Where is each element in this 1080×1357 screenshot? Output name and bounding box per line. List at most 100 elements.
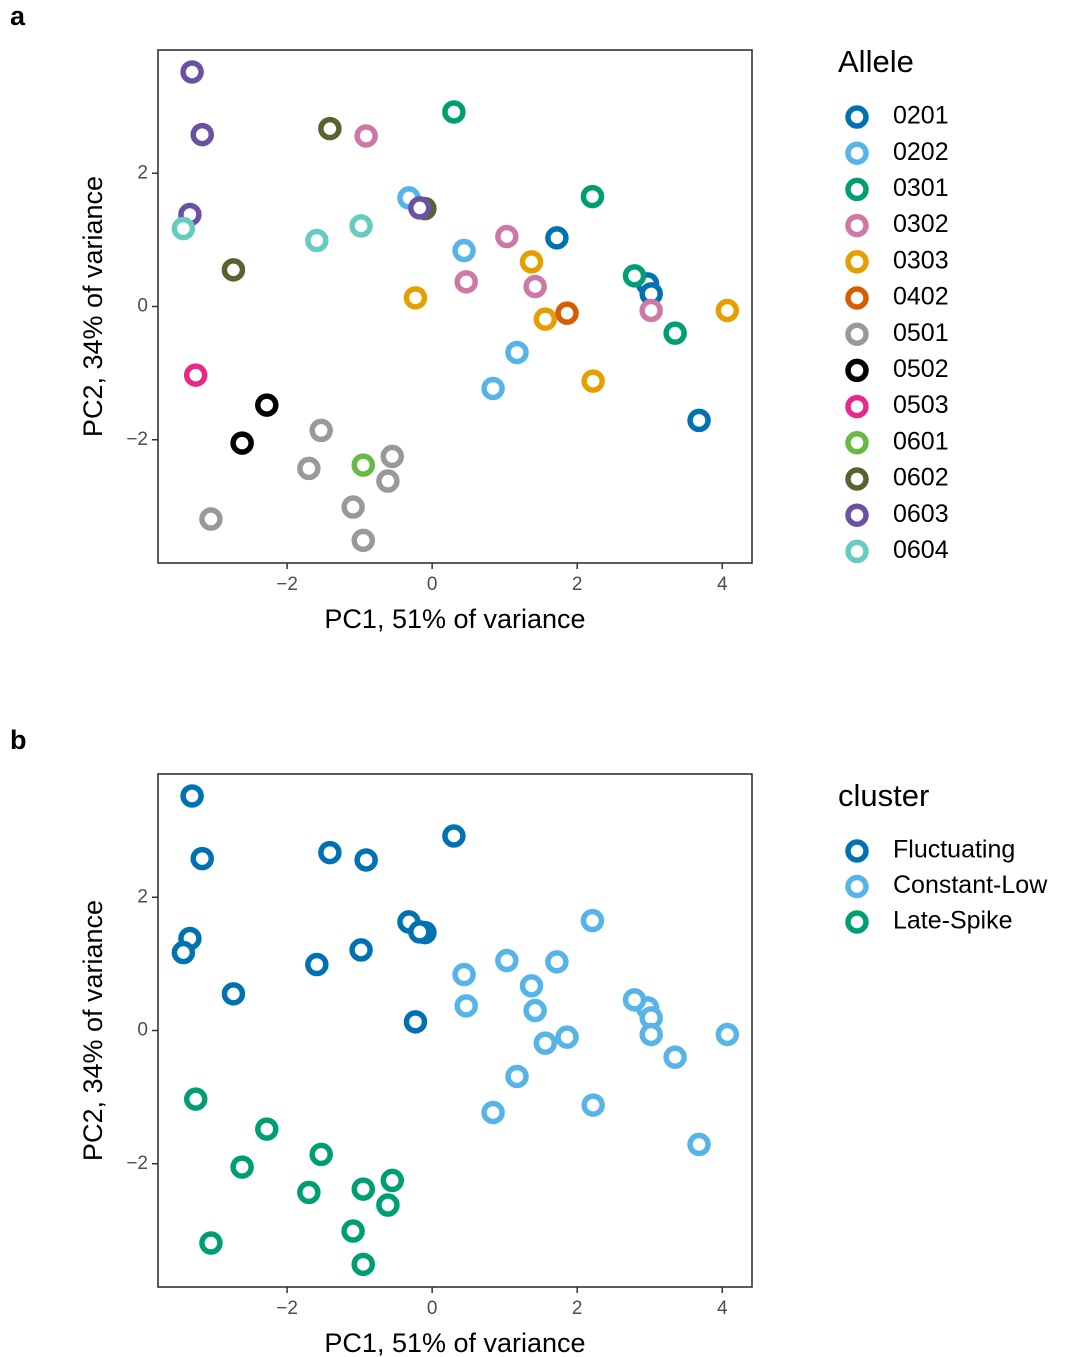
legend-marker [845,874,869,899]
panel-label: b [10,725,27,755]
legend-label: 0603 [893,500,949,528]
point [351,1252,376,1277]
plot-frame [157,773,753,1288]
legend-label: 0601 [893,427,949,455]
y-axis-label: PC2, 34% of variance [78,900,108,1161]
point [351,453,376,477]
legend-marker [845,105,869,129]
legend-label: 0202 [893,138,949,166]
point [715,1022,740,1047]
point [519,974,544,998]
point [309,1142,333,1167]
legend-title: Allele [838,44,914,79]
legend-label: Fluctuating [893,836,1015,864]
legend-marker [845,141,869,165]
point [305,228,329,253]
point [354,124,378,148]
point [171,940,196,965]
point [351,528,376,553]
point [354,848,378,872]
point [408,196,432,220]
point [297,1180,321,1205]
y-tick-label: 0 [137,296,148,317]
point [481,376,505,401]
legend-marker [845,539,869,564]
legend-label: 0502 [893,355,949,383]
point [639,298,663,323]
point [687,1132,711,1157]
x-tick-label: 2 [572,574,583,595]
point [555,1025,579,1049]
point [622,988,647,1012]
point [687,408,711,433]
legend-label: 0302 [893,210,949,238]
point [639,1022,663,1047]
legend-marker [845,213,869,238]
point [452,238,476,263]
legend-label: 0604 [893,536,949,564]
point [580,908,605,933]
point [230,431,254,455]
y-axis-label: PC2, 34% of variance [78,176,108,437]
point [183,363,208,387]
point [663,1045,687,1069]
point [581,369,605,393]
legend-marker [845,177,869,202]
legend-marker [845,431,869,455]
point [221,982,246,1006]
point [349,938,373,962]
point [581,1093,605,1117]
point [580,184,605,209]
legend-label: 0402 [893,283,949,311]
point [452,962,476,987]
panel: b −2 0 2 4 −2 0 2 PC1, 51% of variance PC2, 34% o… [10,725,1048,1357]
panel: a −2 0 2 4 −2 0 2 PC1, 51% of variance PC2, 34% o… [10,1,949,634]
point [376,1193,400,1217]
legend-label: 0503 [893,391,949,419]
point [663,321,687,345]
point [555,301,579,325]
point [255,1117,279,1141]
point [533,307,558,331]
plot-frame [157,49,753,564]
point [351,1177,376,1201]
x-tick-label: −2 [276,574,298,595]
point [341,495,365,519]
point [199,507,223,531]
point [305,952,329,977]
point [495,224,519,249]
point [190,846,214,871]
point [297,456,321,481]
point [403,1010,428,1034]
point [533,1031,558,1055]
point [318,840,342,865]
point [380,1168,405,1193]
point [318,116,342,141]
legend-label: Constant-Low [893,871,1048,899]
legend-marker [845,394,869,419]
point [442,100,466,124]
point [622,264,647,288]
point [523,274,547,299]
point [199,1231,223,1255]
x-tick-label: 4 [717,1298,728,1319]
point [505,340,529,365]
legend-label: 0501 [893,319,949,347]
y-tick-label: 2 [137,886,148,907]
point [376,469,400,493]
y-tick-label: −2 [126,1153,148,1174]
point [519,250,544,274]
point [180,784,204,808]
point [454,994,478,1018]
point [403,286,428,310]
point [341,1219,365,1243]
y-tick-label: 0 [137,1020,148,1041]
point [442,824,466,848]
point [255,393,279,417]
point [545,226,569,250]
point [545,950,569,974]
legend-marker [845,839,869,863]
legend-marker [845,358,869,383]
point [454,270,478,294]
